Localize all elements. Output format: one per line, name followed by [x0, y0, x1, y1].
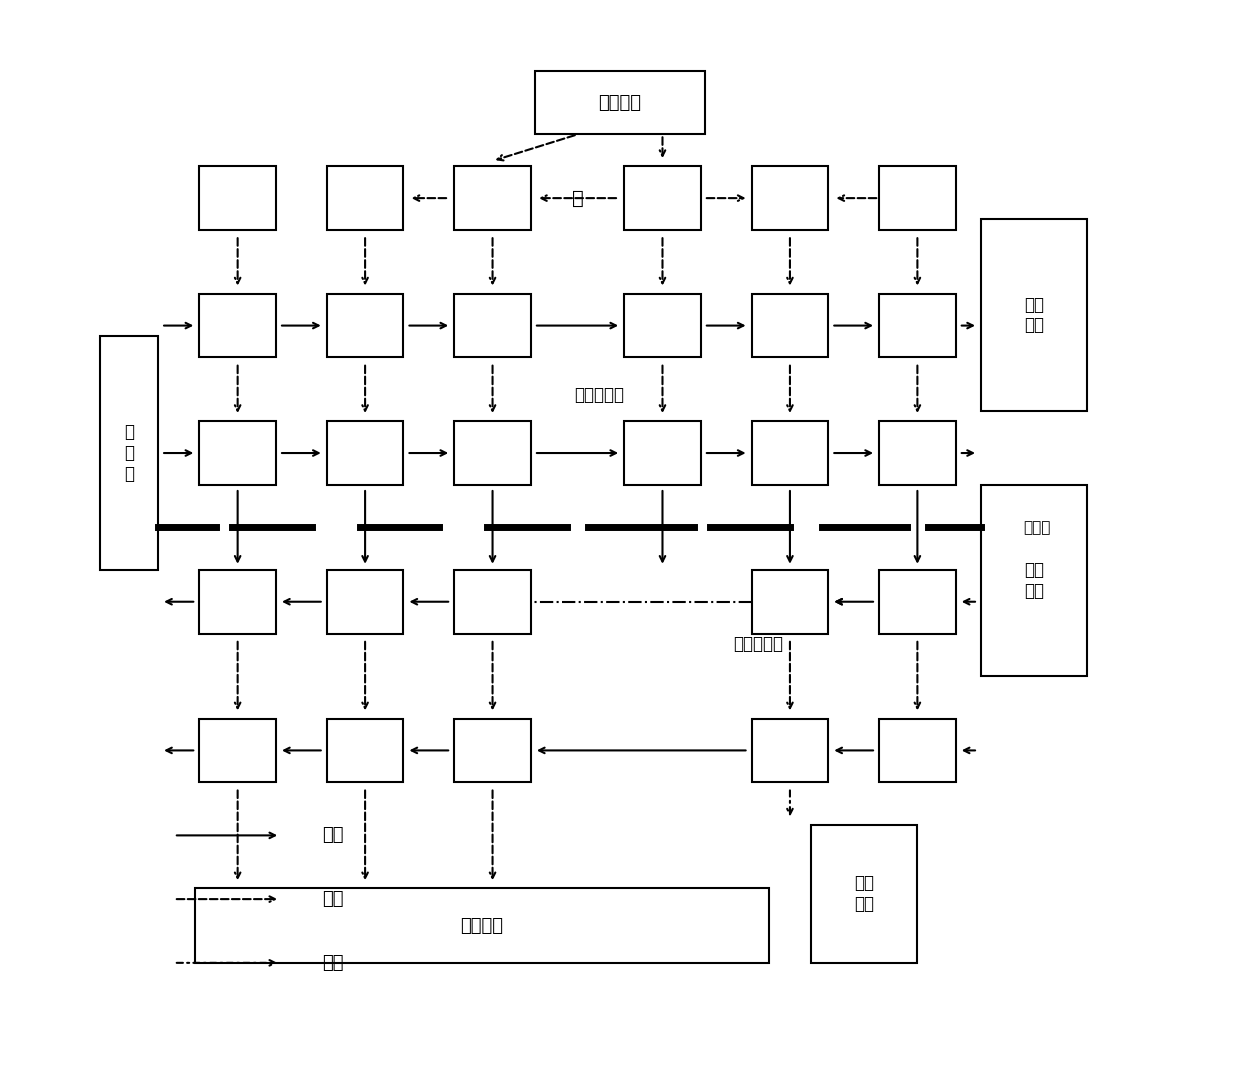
FancyBboxPatch shape — [454, 167, 531, 230]
FancyBboxPatch shape — [879, 570, 956, 634]
FancyBboxPatch shape — [454, 294, 531, 357]
FancyBboxPatch shape — [99, 336, 157, 570]
FancyBboxPatch shape — [200, 294, 275, 357]
FancyBboxPatch shape — [879, 294, 956, 357]
FancyBboxPatch shape — [879, 719, 956, 782]
Text: 弯
管
区: 弯 管 区 — [124, 423, 134, 483]
FancyBboxPatch shape — [751, 719, 828, 782]
Text: 凝水: 凝水 — [322, 953, 345, 972]
FancyBboxPatch shape — [200, 421, 275, 485]
Text: 蒸汽: 蒸汽 — [322, 890, 345, 908]
FancyBboxPatch shape — [981, 485, 1087, 676]
Text: 给水: 给水 — [322, 826, 345, 845]
FancyBboxPatch shape — [811, 825, 918, 963]
Text: 凝结水区: 凝结水区 — [460, 917, 503, 935]
FancyBboxPatch shape — [981, 220, 1087, 411]
FancyBboxPatch shape — [327, 421, 403, 485]
Text: 中心线: 中心线 — [1023, 520, 1052, 535]
FancyBboxPatch shape — [200, 719, 275, 782]
FancyBboxPatch shape — [195, 889, 769, 963]
FancyBboxPatch shape — [751, 294, 828, 357]
Text: 蒸汽冷却区: 蒸汽冷却区 — [574, 385, 624, 404]
FancyBboxPatch shape — [751, 570, 828, 634]
FancyBboxPatch shape — [624, 294, 701, 357]
FancyBboxPatch shape — [327, 719, 403, 782]
FancyBboxPatch shape — [624, 421, 701, 485]
Text: 疏水冷却区: 疏水冷却区 — [733, 635, 784, 653]
FancyBboxPatch shape — [200, 167, 275, 230]
FancyBboxPatch shape — [327, 570, 403, 634]
FancyBboxPatch shape — [751, 421, 828, 485]
FancyBboxPatch shape — [454, 570, 531, 634]
FancyBboxPatch shape — [751, 167, 828, 230]
Text: 疏水
出口: 疏水 出口 — [854, 875, 874, 914]
FancyBboxPatch shape — [327, 294, 403, 357]
Text: 出口
水室: 出口 水室 — [1024, 296, 1044, 335]
FancyBboxPatch shape — [534, 71, 706, 134]
Text: 一: 一 — [572, 188, 583, 208]
FancyBboxPatch shape — [879, 421, 956, 485]
FancyBboxPatch shape — [200, 570, 275, 634]
Text: 入口
水室: 入口 水室 — [1024, 561, 1044, 600]
FancyBboxPatch shape — [454, 421, 531, 485]
FancyBboxPatch shape — [879, 167, 956, 230]
Text: 蒸汽进口: 蒸汽进口 — [599, 94, 641, 112]
FancyBboxPatch shape — [327, 167, 403, 230]
FancyBboxPatch shape — [624, 167, 701, 230]
FancyBboxPatch shape — [454, 719, 531, 782]
